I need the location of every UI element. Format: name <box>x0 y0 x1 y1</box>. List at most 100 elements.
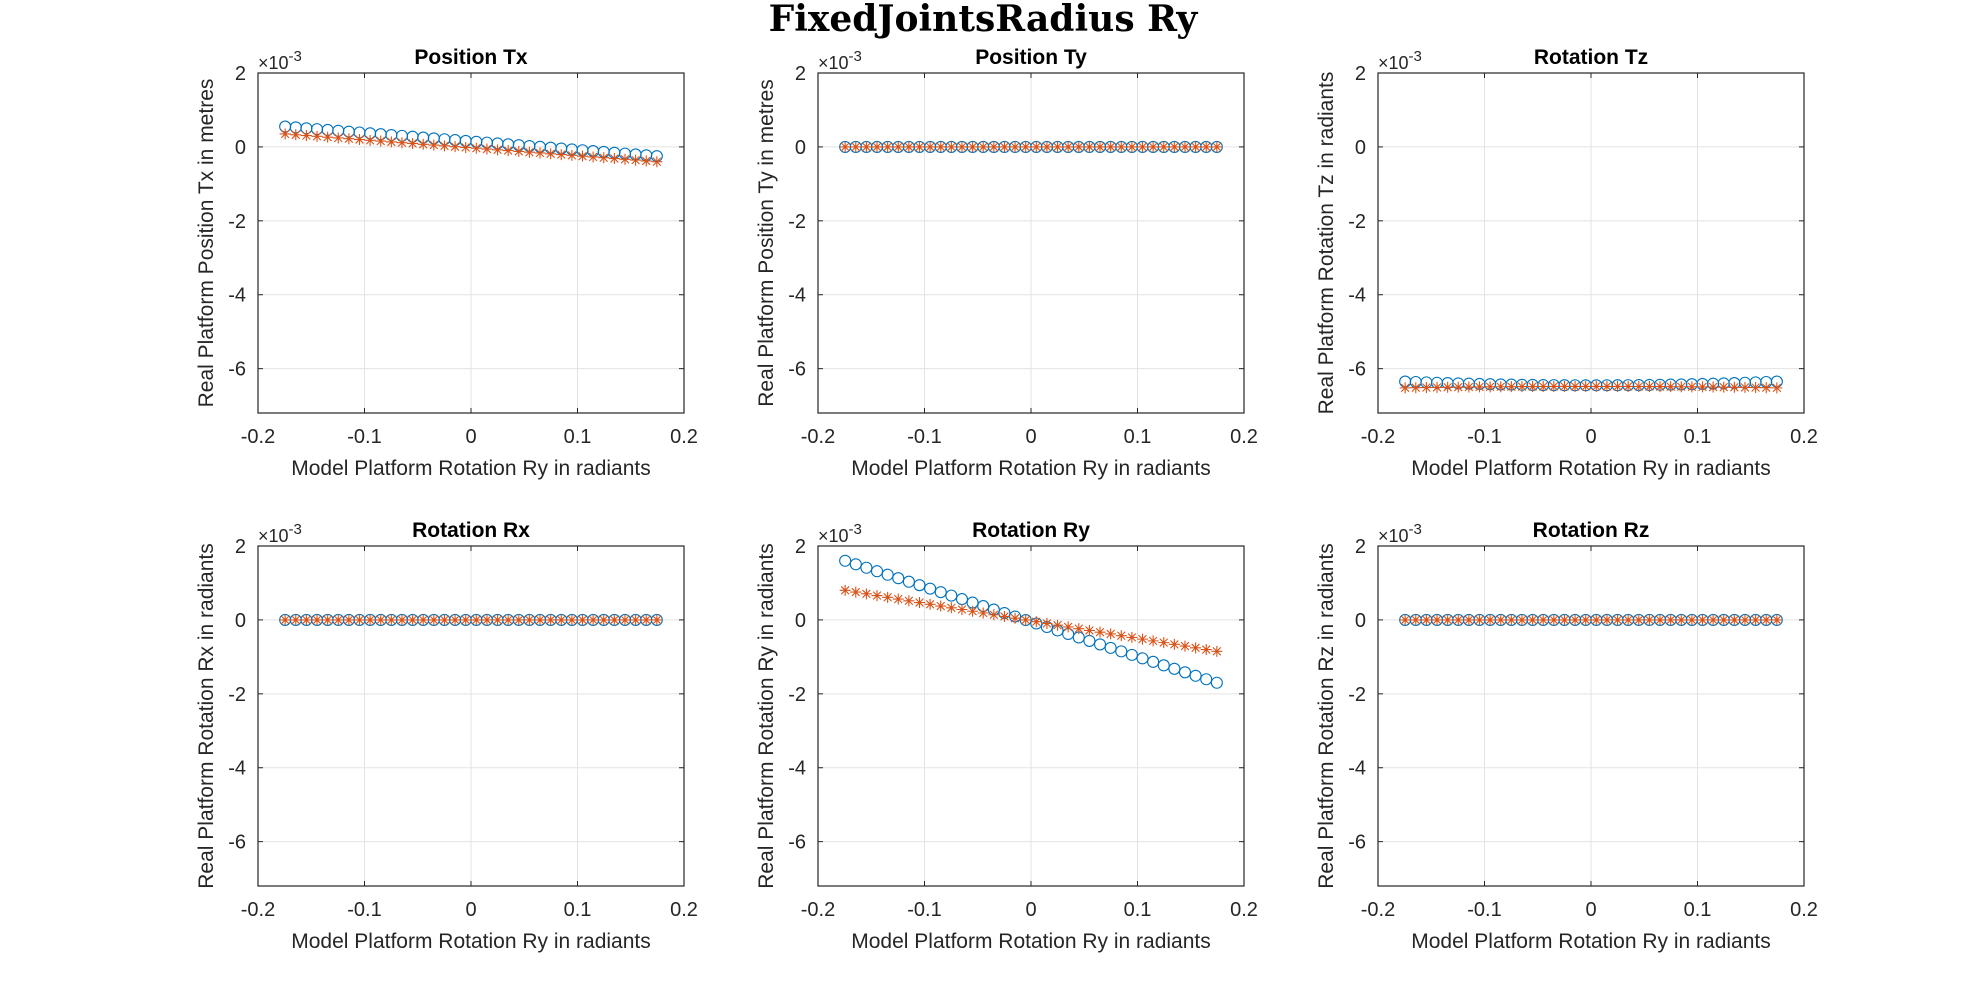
y-tick-label: -6 <box>788 359 806 381</box>
x-tick-label: -0.1 <box>1467 899 1501 921</box>
data-point-star <box>977 607 989 619</box>
y-tick-label: 2 <box>235 63 246 85</box>
y-tick-label: -2 <box>1348 211 1366 233</box>
data-point-star <box>988 141 1000 153</box>
data-point-star <box>1200 141 1212 153</box>
data-point-star <box>1168 141 1180 153</box>
figure-title: FixedJointsRadius Ry <box>769 0 1199 40</box>
data-point-star <box>1473 381 1485 393</box>
y-tick-label: -4 <box>788 285 806 307</box>
data-point-star <box>1399 614 1411 626</box>
data-point-star <box>1569 614 1581 626</box>
data-point-star <box>1030 141 1042 153</box>
data-point-star <box>1062 621 1074 633</box>
data-point-star <box>1750 382 1762 394</box>
x-tick-label: 0.1 <box>1684 426 1712 448</box>
data-point-star <box>492 144 504 156</box>
x-axis-label: Model Platform Rotation Ry in radiants <box>1411 457 1771 480</box>
y-tick-label: -6 <box>1348 832 1366 854</box>
data-point-star <box>1590 380 1602 392</box>
data-point-star <box>1420 614 1432 626</box>
data-point-star <box>343 133 355 145</box>
y-exponent-base: ×10 <box>818 526 849 546</box>
data-point-star <box>619 614 631 626</box>
data-point-star <box>1105 141 1117 153</box>
x-tick-label: 0.1 <box>1124 899 1152 921</box>
subplot-grid: -0.2 -0.1 0 0.1 0.220-2-4-6×10-3 Position TxM… <box>195 46 1818 953</box>
data-point-star <box>1527 614 1539 626</box>
data-point-star <box>1675 614 1687 626</box>
data-point-star <box>1190 141 1202 153</box>
x-tick-label: 0 <box>1585 899 1596 921</box>
data-point-star <box>1707 614 1719 626</box>
data-point-star <box>300 614 312 626</box>
data-point-star <box>892 141 904 153</box>
data-point-star <box>1643 381 1655 393</box>
data-point-star <box>1137 633 1149 645</box>
x-axis-label: Model Platform Rotation Ry in radiants <box>1411 930 1771 953</box>
data-point-star <box>513 145 525 157</box>
data-point-star <box>903 595 915 607</box>
subplot-3: -0.2 -0.1 0 0.1 0.2 2 0 -2 -4 -6 ×10-3 Rotation Tz M… <box>1315 46 1818 480</box>
data-point-star <box>1643 614 1655 626</box>
data-point-circle <box>839 554 852 567</box>
data-point-star <box>1537 614 1549 626</box>
data-point-star <box>1083 624 1095 636</box>
data-point-star <box>396 614 408 626</box>
data-point-star <box>608 614 620 626</box>
data-point-star <box>1750 614 1762 626</box>
data-point-star <box>1654 381 1666 393</box>
data-point-star <box>1527 381 1539 393</box>
data-point-star <box>913 597 925 609</box>
data-point-star <box>598 614 610 626</box>
y-axis-label: Real Platform Position Tx in metres <box>195 79 218 408</box>
data-point-star <box>882 591 894 603</box>
series-star <box>839 584 1223 657</box>
y-tick-label: 0 <box>795 610 806 632</box>
data-point-star <box>1020 614 1032 626</box>
data-point-star <box>1633 380 1645 392</box>
data-point-star <box>1115 141 1127 153</box>
data-point-star <box>839 584 851 596</box>
y-tick-label: 2 <box>1355 63 1366 85</box>
data-point-star <box>311 614 323 626</box>
y-exponent: ×10-3 <box>258 48 302 73</box>
data-point-star <box>1771 382 1783 394</box>
data-point-star <box>1420 382 1432 394</box>
data-point-star <box>1158 637 1170 649</box>
y-exponent-power: -3 <box>1409 521 1422 538</box>
data-point-star <box>523 614 535 626</box>
data-point-star <box>1399 382 1411 394</box>
x-tick-label: 0.2 <box>1230 899 1258 921</box>
data-point-star <box>502 145 514 157</box>
data-point-star <box>1052 619 1064 631</box>
data-point-star <box>566 149 578 161</box>
x-tick-label: 0.2 <box>1790 899 1818 921</box>
y-tick-label: 0 <box>1355 137 1366 159</box>
data-point-circle <box>934 586 947 599</box>
data-point-star <box>322 131 334 143</box>
x-axis-label: Model Platform Rotation Ry in radiants <box>851 930 1211 953</box>
data-point-circle <box>860 561 873 574</box>
data-point-star <box>1718 381 1730 393</box>
x-tick-label: -0.1 <box>1467 426 1501 448</box>
data-point-star <box>385 136 397 148</box>
data-point-star <box>279 128 291 140</box>
x-tick-label: 0 <box>465 426 476 448</box>
x-tick-label: -0.2 <box>1361 426 1395 448</box>
y-tick-label: -4 <box>788 758 806 780</box>
data-point-star <box>1473 614 1485 626</box>
y-exponent-base: ×10 <box>818 53 849 73</box>
data-point-star <box>956 141 968 153</box>
data-point-star <box>1158 141 1170 153</box>
data-point-star <box>1190 642 1202 654</box>
data-point-star <box>428 139 440 151</box>
data-point-star <box>1760 382 1772 394</box>
x-tick-label: -0.2 <box>241 426 275 448</box>
data-point-star <box>630 154 642 166</box>
data-point-star <box>375 614 387 626</box>
data-point-star <box>300 130 312 142</box>
data-point-circle <box>1083 634 1096 647</box>
y-exponent-base: ×10 <box>258 53 289 73</box>
